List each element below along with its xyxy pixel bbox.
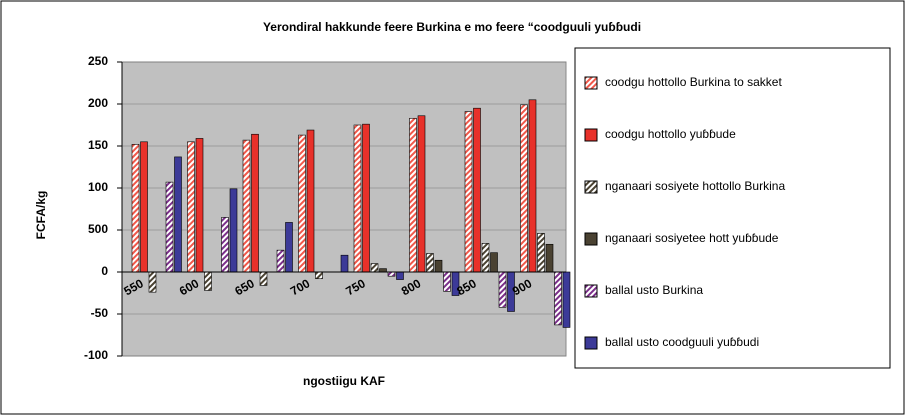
y-tick-label: 100 [88, 180, 108, 194]
bar [443, 271, 451, 292]
bar [242, 139, 251, 273]
bar [409, 117, 417, 273]
legend-swatch [584, 180, 598, 194]
bar [140, 141, 148, 273]
bar [562, 271, 571, 328]
bar [306, 129, 315, 273]
y-tick-label: 0 [101, 264, 108, 278]
bar [481, 243, 490, 273]
bar [131, 144, 140, 273]
bar [298, 134, 306, 273]
x-axis-label: ngostiigu KAF [303, 374, 385, 388]
legend-label: coodgu hottollo Burkina to sakket [605, 75, 782, 89]
legend-label: coodgu hottollo yuɓɓude [605, 127, 736, 141]
bar [545, 243, 554, 273]
y-tick-label: 250 [88, 54, 108, 68]
legend-swatch [584, 284, 598, 298]
bar [174, 156, 182, 273]
bar [387, 271, 396, 277]
bar [165, 181, 174, 273]
bar [370, 263, 379, 273]
bar [276, 249, 285, 273]
bar [520, 104, 528, 273]
bar [396, 271, 404, 280]
bar [229, 188, 238, 273]
bar [148, 271, 157, 293]
bar [498, 271, 507, 308]
bar [379, 268, 387, 273]
bar [315, 271, 323, 280]
legend-swatch [584, 128, 598, 142]
bar [537, 233, 545, 273]
bar [490, 252, 498, 273]
legend-label: ballal usto coodguuli yuɓɓudi [605, 335, 759, 349]
y-axis-label: FCFA/kg [34, 191, 48, 240]
bar [204, 271, 212, 291]
bar [426, 253, 434, 273]
bar [285, 222, 293, 273]
bar [195, 138, 204, 273]
legend [574, 47, 891, 369]
bar [473, 107, 481, 273]
bar [340, 254, 349, 273]
y-tick-label: 200 [88, 96, 108, 110]
y-tick-label: 500 [88, 222, 108, 236]
chart-title: Yerondiral hakkunde feere Burkina e mo f… [263, 20, 641, 34]
y-tick-label: -100 [84, 348, 108, 362]
legend-swatch [584, 232, 598, 246]
legend-swatch [584, 336, 598, 350]
bar [417, 115, 426, 273]
legend-label: ballal usto Burkina [605, 283, 703, 297]
bar [251, 133, 259, 273]
bar [353, 124, 362, 273]
bar [434, 259, 443, 273]
bar [554, 271, 562, 326]
bar [221, 217, 229, 273]
y-tick-label: -50 [91, 306, 109, 320]
bar [187, 141, 195, 273]
bar [464, 111, 473, 273]
legend-swatch [584, 76, 598, 90]
y-tick-label: 150 [88, 138, 108, 152]
bar [528, 99, 537, 273]
bar [362, 123, 370, 273]
legend-label: nganaari sosiyetee hott yuɓɓude [605, 231, 779, 245]
bar [259, 271, 268, 286]
legend-label: nganaari sosiyete hottollo Burkina [605, 179, 785, 193]
